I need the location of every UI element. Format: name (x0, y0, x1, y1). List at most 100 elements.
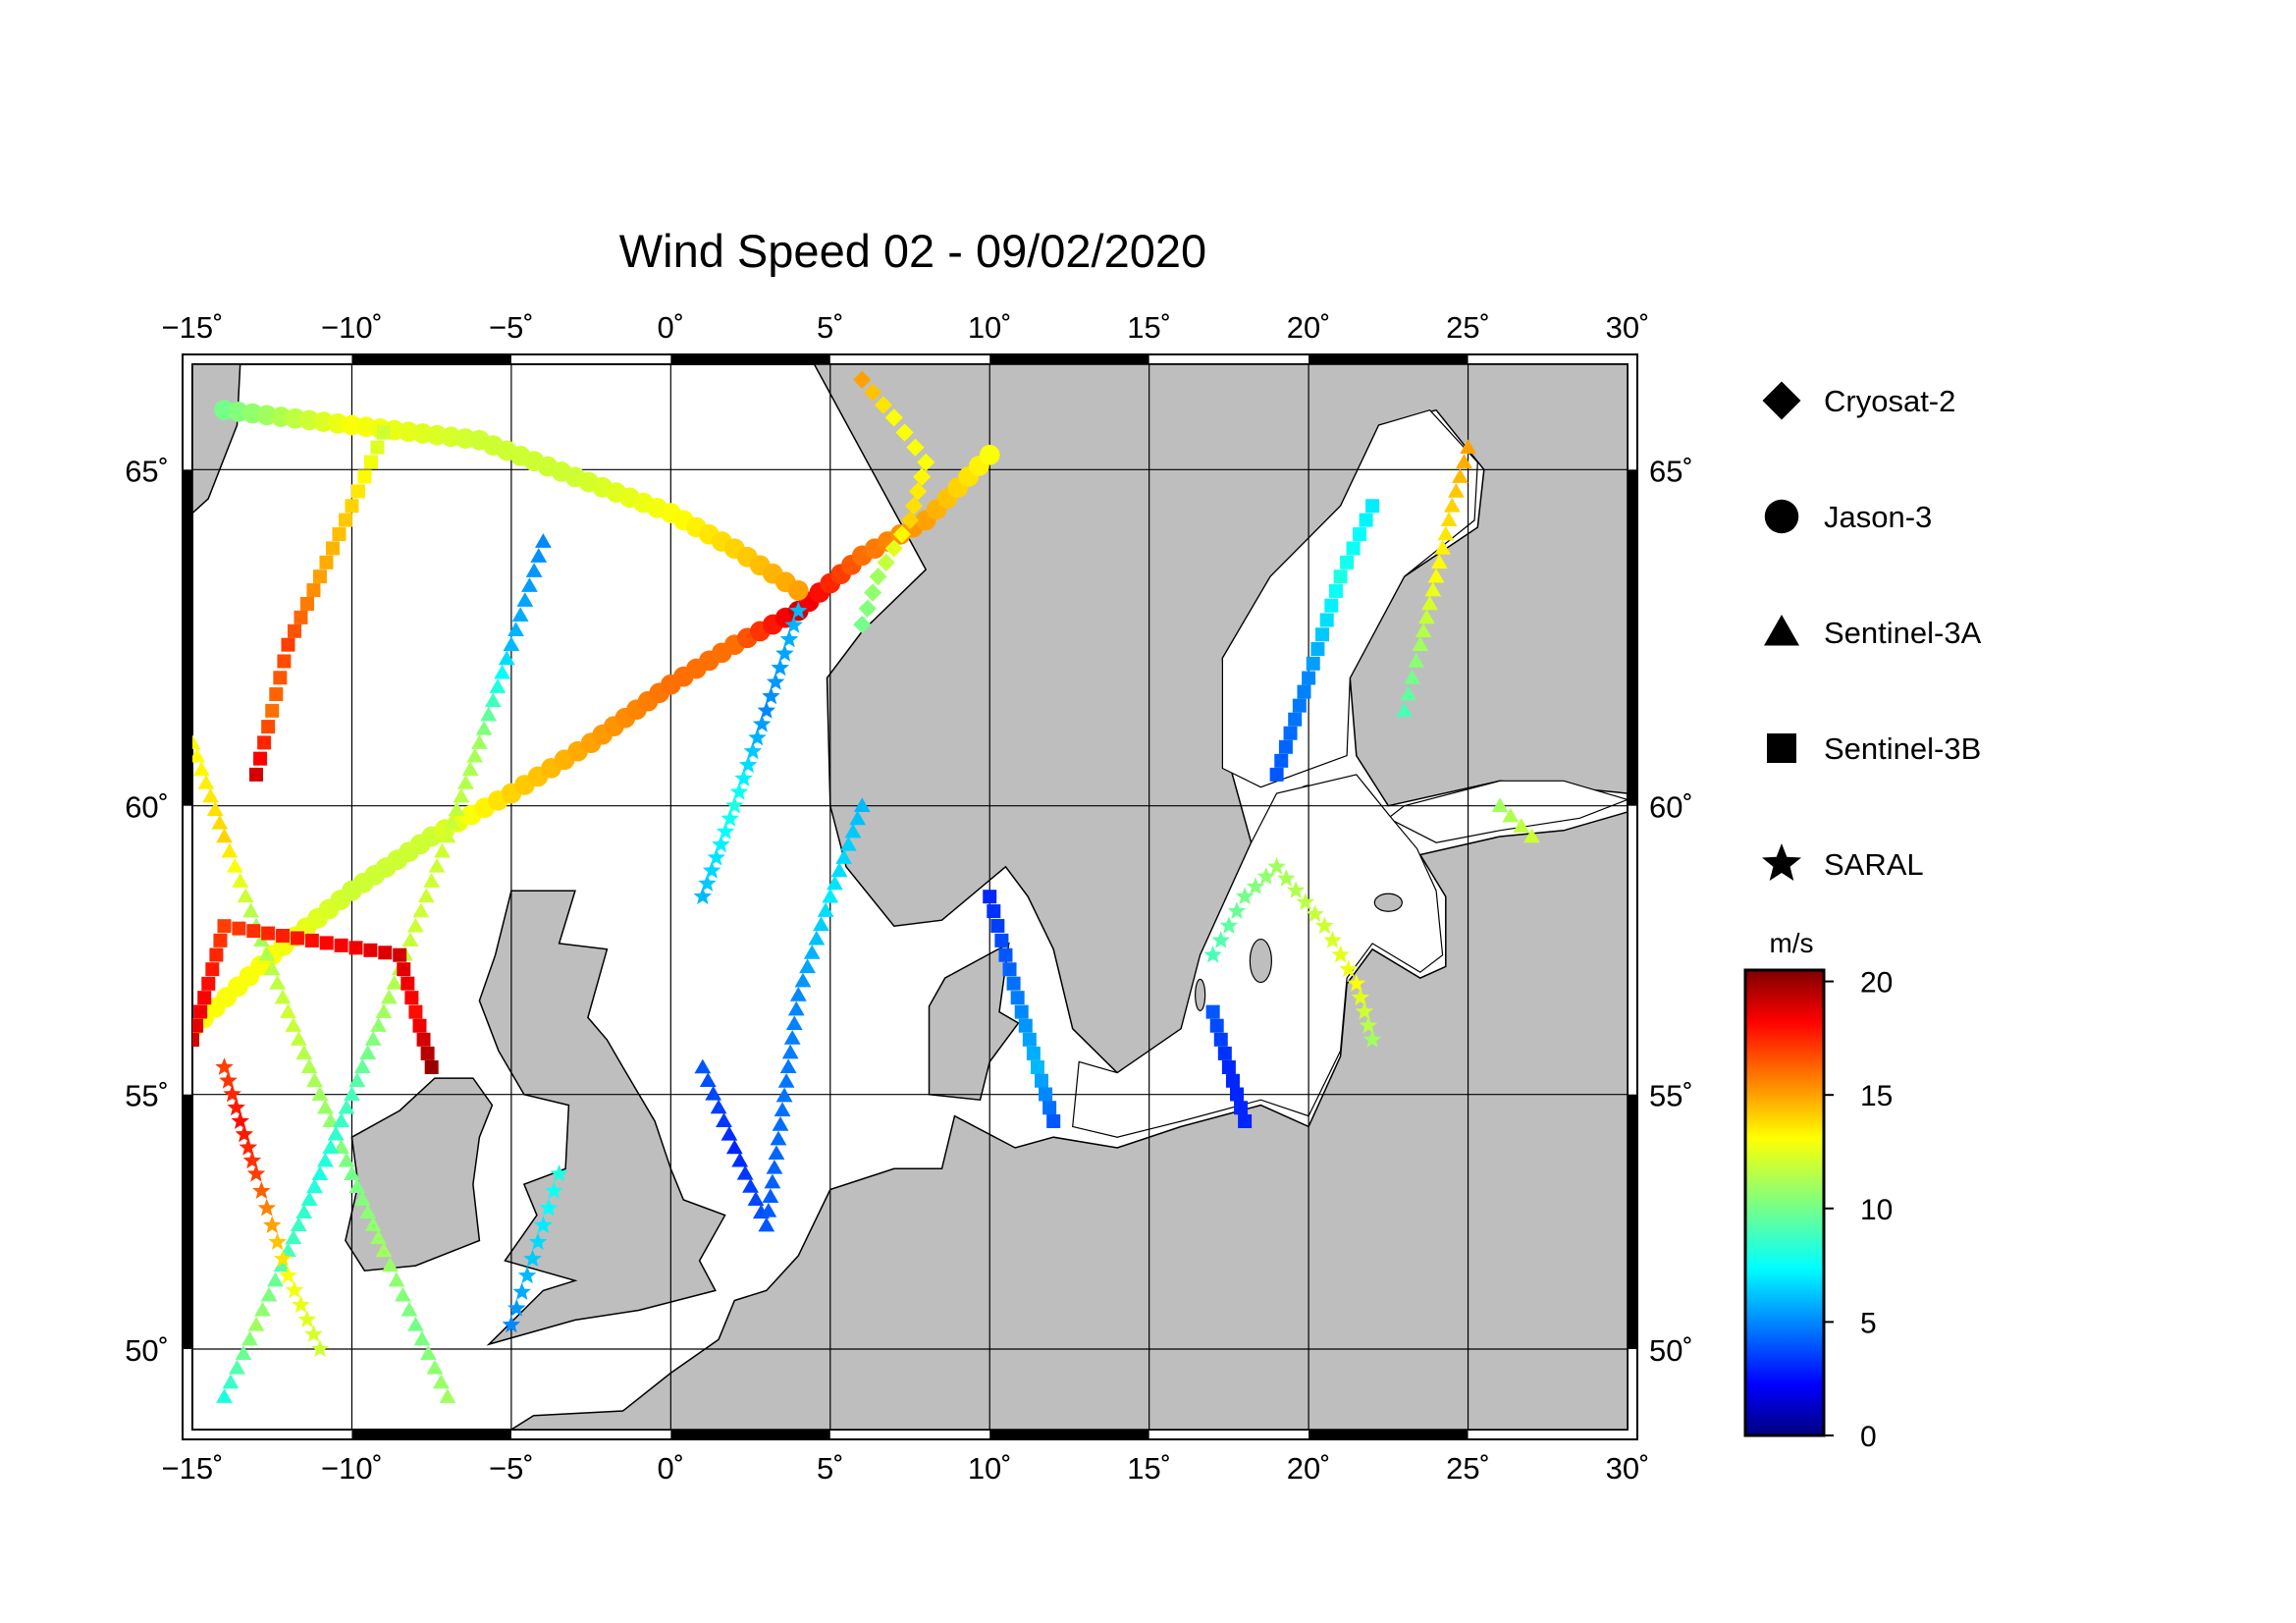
track-point-square (1274, 753, 1289, 768)
oland-island (1195, 978, 1206, 1012)
track-point-square (1026, 1046, 1041, 1060)
track-point-triangle (426, 1359, 444, 1375)
track-point-star (268, 1232, 287, 1250)
track-point-triangle (267, 1271, 284, 1287)
frame-band (670, 354, 830, 364)
track-point-square (1217, 1046, 1232, 1060)
track-point-square (197, 991, 212, 1005)
track-point-triangle (699, 1072, 717, 1087)
track-point-star (1331, 945, 1350, 963)
track-point-triangle (353, 1058, 371, 1073)
track-point-triangle (311, 1086, 329, 1101)
track-point-star (1362, 1030, 1382, 1048)
track-point-star (223, 1084, 241, 1103)
track-point-diamond (863, 383, 882, 402)
track-point-triangle (364, 1031, 382, 1046)
track-point-square (1359, 513, 1373, 527)
track-point-star (262, 1216, 282, 1233)
track-point-star (1211, 931, 1231, 948)
track-point-triangle (484, 692, 502, 708)
track-point-star (743, 741, 763, 760)
lon-label-bottom: −5˚ (489, 1451, 534, 1486)
track-point-square (1225, 1073, 1240, 1088)
track-point-triangle (229, 1359, 245, 1375)
track-point-square (277, 654, 292, 669)
track-point-triangle (232, 873, 249, 888)
lat-label-right: 55˚ (1649, 1079, 1693, 1113)
track-point-triangle (269, 975, 287, 990)
track-point-triangle (1412, 636, 1429, 651)
track-point-star (279, 1266, 297, 1284)
track-point-square (217, 919, 232, 934)
track-point-square (376, 425, 391, 440)
lon-label-bottom: 0˚ (658, 1451, 685, 1486)
track-point-star (1203, 945, 1222, 963)
track-point-square (334, 938, 348, 952)
track-point-triangle (705, 1085, 722, 1101)
track-point-star (1267, 857, 1286, 875)
colorbar-tick-label: 15 (1860, 1080, 1893, 1112)
track-point-triangle (428, 857, 446, 873)
track-point-square (998, 947, 1013, 962)
track-point-triangle (835, 849, 853, 864)
track-point-triangle (295, 1045, 313, 1059)
legend-label: SARAL (1824, 847, 1924, 882)
track-point-square (1340, 555, 1355, 569)
track-point-triangle (439, 1388, 456, 1403)
track-point-square (345, 499, 359, 514)
track-point-star (517, 1266, 537, 1284)
track-point-diamond (884, 539, 903, 558)
track-point-square (1328, 583, 1343, 598)
track-point-square (265, 703, 280, 718)
track-point-star (784, 616, 803, 633)
track-point-triangle (412, 902, 430, 918)
track-point-triangle (202, 787, 219, 803)
track-point-triangle (710, 1099, 727, 1114)
track-point-triangle (280, 1003, 296, 1018)
track-point-square (1042, 1101, 1057, 1115)
star-icon (1762, 843, 1801, 881)
track-point-triangle (401, 932, 419, 947)
track-point-triangle (803, 945, 821, 959)
track-point-square (1346, 541, 1361, 556)
track-point-diamond (895, 423, 914, 442)
track-point-triangle (222, 1374, 240, 1389)
track-point-square (1046, 1113, 1061, 1128)
lon-label-top: 5˚ (817, 310, 844, 345)
track-point-triangle (822, 888, 839, 903)
track-point-triangle (1400, 685, 1417, 701)
track-point-diamond (913, 467, 932, 486)
track-point-square (294, 610, 308, 624)
track-point-triangle (457, 775, 474, 789)
frame-band (1308, 1430, 1468, 1439)
track-point-square (325, 541, 340, 556)
frame-band (183, 1094, 192, 1350)
bothnian-sea (1221, 409, 1478, 788)
track-point-triangle (774, 1102, 791, 1117)
track-point-triangle (448, 801, 465, 817)
track-point-circle (787, 579, 809, 601)
track-point-triangle (247, 1316, 265, 1331)
track-point-triangle (839, 836, 857, 851)
track-point-star (1235, 887, 1255, 905)
track-point-star (1351, 988, 1370, 1006)
track-point-triangle (439, 828, 456, 843)
track-point-triangle (1456, 454, 1472, 468)
track-point-triangle (716, 1112, 732, 1127)
track-point-diamond (900, 511, 920, 529)
track-point-star (219, 1071, 238, 1089)
track-point-star (734, 769, 753, 786)
lat-label-right: 50˚ (1649, 1333, 1693, 1368)
chart-title: Wind Speed 02 - 09/02/2020 (618, 225, 1207, 277)
track-point-triangle (333, 1112, 350, 1127)
lat-label-left: 50˚ (125, 1333, 169, 1368)
track-point-triangle (1434, 540, 1451, 555)
legend-label: Sentinel-3B (1824, 731, 1981, 766)
track-point-triangle (799, 958, 816, 974)
track-point-star (1227, 901, 1247, 919)
track-point-square (192, 1018, 204, 1033)
track-point-triangle (1513, 818, 1530, 833)
track-point-triangle (316, 1099, 334, 1114)
diamond-icon (1762, 381, 1801, 420)
track-point-triangle (433, 1374, 450, 1389)
